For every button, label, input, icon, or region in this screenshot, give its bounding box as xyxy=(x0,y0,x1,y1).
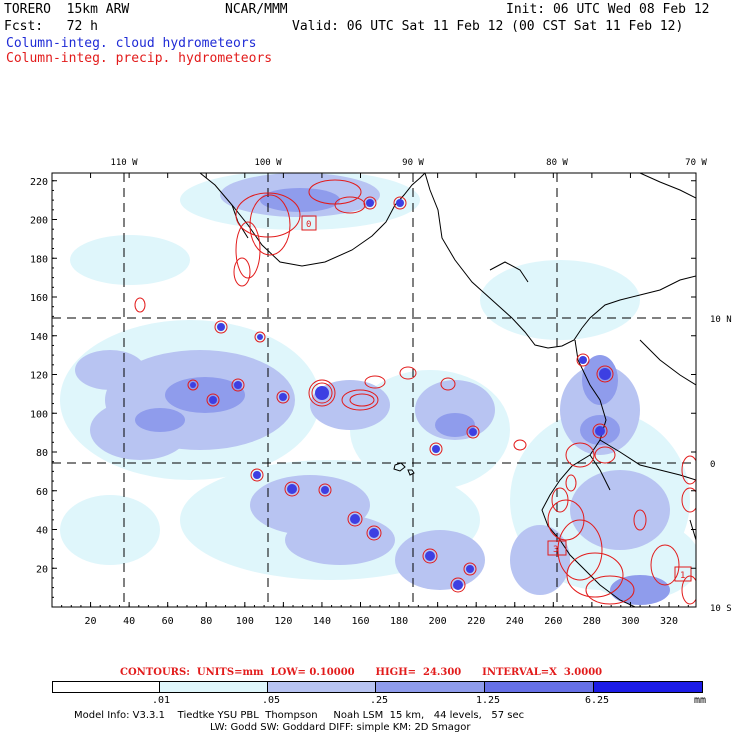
model-info: Model Info: V3.3.1 Tiedtke YSU PBL Thomp… xyxy=(74,710,525,721)
contour-box-label: 1 xyxy=(680,571,685,581)
x-tick-label: 120 xyxy=(274,616,292,627)
forecast-hour: Fcst: 72 h xyxy=(4,19,98,34)
legend-tick: .05 xyxy=(262,695,281,706)
longitude-label: 90 W xyxy=(402,158,424,168)
x-tick-label: 100 xyxy=(236,616,254,627)
longitude-label: 100 W xyxy=(254,158,282,168)
y-tick-label: 220 xyxy=(30,177,48,188)
x-tick-label: 220 xyxy=(467,616,485,627)
valid-time: Valid: 06 UTC Sat 11 Feb 12 (00 CST Sat … xyxy=(292,19,684,34)
longitude-label: 80 W xyxy=(546,158,568,168)
latitude-label: 0 xyxy=(710,460,715,470)
map-frame xyxy=(51,172,697,608)
precip-field-label: Column-integ. precip. hydrometeors xyxy=(6,51,273,66)
longitude-label: 70 W xyxy=(685,158,707,168)
y-tick-label: 160 xyxy=(30,293,48,304)
legend-units: mm xyxy=(694,695,707,706)
y-tick-label: 80 xyxy=(36,448,48,459)
model-physics: LW: Godd SW: Goddard DIFF: simple KM: 2D… xyxy=(210,722,471,733)
y-tick-label: 60 xyxy=(36,487,48,498)
x-tick-label: 160 xyxy=(351,616,369,627)
organization-label: NCAR/MMM xyxy=(225,2,288,17)
longitude-label: 110 W xyxy=(110,158,138,168)
y-tick-label: 200 xyxy=(30,216,48,227)
x-tick-label: 200 xyxy=(429,616,447,627)
x-tick-label: 60 xyxy=(162,616,174,627)
x-tick-label: 240 xyxy=(506,616,524,627)
latitude-label: 10 S xyxy=(710,604,732,614)
precip-contours: 0 3 1 xyxy=(134,179,696,605)
legend-swatch-6 xyxy=(593,681,703,693)
legend-swatch-4 xyxy=(375,681,485,693)
legend-swatch-1 xyxy=(52,681,160,693)
legend-tick: .25 xyxy=(370,695,389,706)
cloud-shading xyxy=(60,173,696,605)
legend-swatch-3 xyxy=(267,681,376,693)
x-tick-label: 280 xyxy=(583,616,601,627)
x-tick-label: 300 xyxy=(621,616,639,627)
legend-tick: .01 xyxy=(152,695,171,706)
contour-box-label: 3 xyxy=(553,545,558,555)
x-tick-label: 320 xyxy=(660,616,678,627)
contour-box-label: 0 xyxy=(306,220,311,230)
legend-swatch-5 xyxy=(484,681,594,693)
legend-tick: 1.25 xyxy=(476,695,501,706)
init-time: Init: 06 UTC Wed 08 Feb 12 xyxy=(506,2,710,17)
map-axes: 20 40 60 80 100 120 140 160 180 200 220 240 260 280 30… xyxy=(30,158,732,627)
x-tick-label: 80 xyxy=(200,616,212,627)
x-tick-label: 40 xyxy=(123,616,135,627)
y-tick-label: 140 xyxy=(30,332,48,343)
y-tick-label: 120 xyxy=(30,371,48,382)
x-tick-label: 180 xyxy=(390,616,408,627)
lat-lon-grid xyxy=(52,173,696,607)
model-title: TORERO 15km ARW xyxy=(4,2,130,17)
latitude-label: 10 N xyxy=(710,315,732,325)
x-tick-label: 20 xyxy=(85,616,97,627)
legend-tick: 6.25 xyxy=(585,695,610,706)
x-tick-label: 260 xyxy=(544,616,562,627)
cloud-field-label: Column-integ. cloud hydrometeors xyxy=(6,36,257,51)
y-tick-label: 100 xyxy=(30,409,48,420)
x-tick-label: 140 xyxy=(313,616,331,627)
legend-swatch-2 xyxy=(159,681,268,693)
y-tick-label: 180 xyxy=(30,254,48,265)
y-tick-label: 20 xyxy=(36,564,48,575)
y-tick-label: 40 xyxy=(36,526,48,537)
contour-info: CONTOURS: UNITS=mm LOW= 0.10000 HIGH= 24… xyxy=(120,667,603,678)
